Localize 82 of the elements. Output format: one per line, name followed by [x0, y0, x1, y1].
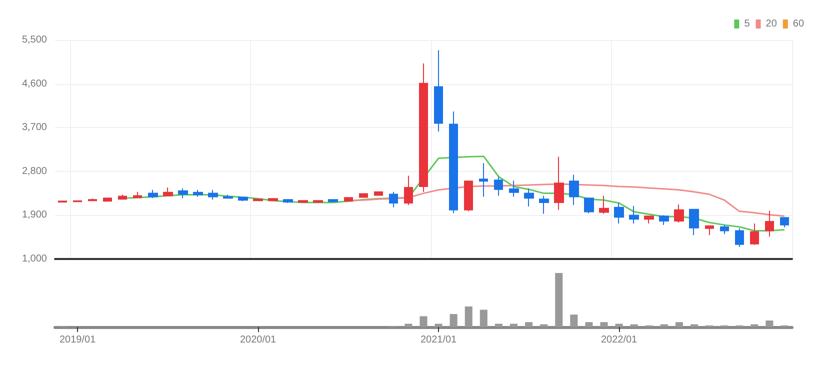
y-tick-label: 1,000: [22, 254, 48, 264]
candlestick: [58, 200, 67, 203]
candlestick: [313, 200, 323, 204]
candlestick: [253, 198, 263, 202]
bar: [660, 324, 668, 327]
bar: [555, 273, 563, 327]
candlestick: [479, 162, 488, 198]
candlestick: [644, 215, 654, 224]
x-tick-label: 2020/01: [240, 334, 277, 346]
candlestick: [449, 111, 458, 214]
candlestick: [659, 214, 669, 226]
candlestick: [103, 197, 112, 202]
bar: [675, 322, 683, 327]
y-tick-label: 3,700: [22, 122, 48, 134]
candlestick: [208, 189, 218, 200]
candlestick: [344, 196, 353, 202]
candlestick: [674, 204, 684, 223]
candlestick: [599, 195, 609, 214]
candlestick: [750, 222, 759, 246]
y-tick-label: 4,600: [22, 78, 48, 90]
candlestick: [705, 224, 714, 236]
y-tick-label: 5,500: [22, 34, 48, 46]
x-tick-label: 2022/01: [600, 334, 638, 346]
bar: [570, 314, 578, 327]
candlestick: [283, 198, 293, 204]
bar: [766, 320, 774, 327]
candlestick: [148, 189, 158, 199]
x-tick-label: 2019/01: [59, 334, 96, 346]
candlestick: [88, 198, 97, 202]
bar: [630, 324, 638, 327]
bar: [494, 324, 502, 327]
candlestick: [298, 200, 308, 204]
candlestick: [614, 202, 624, 224]
candlestick: [133, 191, 142, 199]
candlestick: [328, 198, 338, 203]
candlestick: [178, 188, 188, 199]
candlestick: [554, 156, 564, 210]
candlestick: [689, 208, 699, 236]
candlestick: [118, 194, 127, 200]
candlestick: [780, 216, 789, 228]
candlestick: [720, 224, 729, 235]
bar: [510, 324, 518, 327]
bar: [525, 322, 533, 327]
candlestick: [389, 191, 398, 208]
candlestick: [539, 195, 549, 214]
legend-label: 20: [766, 18, 778, 30]
candlestick: [569, 174, 579, 206]
bar: [585, 322, 593, 327]
candlestick: [629, 205, 639, 224]
bar: [540, 324, 548, 327]
bar: [480, 310, 488, 327]
bar: [750, 324, 758, 327]
candlestick: [735, 228, 744, 248]
legend-label: 60: [792, 18, 804, 30]
candlestick: [163, 186, 173, 197]
bar: [464, 306, 472, 327]
bar: [450, 314, 458, 327]
candlestick: [584, 197, 594, 214]
bar: [434, 324, 442, 327]
bar: [600, 322, 608, 327]
candlestick: [494, 176, 503, 196]
candlestick: [268, 198, 278, 202]
candlestick: [509, 180, 519, 198]
legend-label: 5: [744, 18, 750, 30]
x-tick-label: 2021/01: [420, 334, 458, 346]
bar: [420, 316, 428, 327]
y-tick-label: 1,900: [22, 210, 48, 221]
candlestick: [434, 50, 443, 132]
y-tick-label: 2,800: [22, 166, 48, 177]
bar: [404, 324, 412, 327]
candlestick: [404, 175, 413, 206]
candlestick: [223, 194, 233, 200]
candlestick: [524, 188, 534, 207]
bar: [690, 324, 698, 327]
candlestick: [374, 190, 383, 196]
candlestick: [359, 192, 368, 198]
candlestick: [765, 210, 774, 238]
candlestick: [419, 62, 428, 192]
candlestick: [193, 189, 203, 198]
candlestick: [238, 196, 248, 202]
bar: [615, 324, 623, 327]
candlestick: [464, 180, 473, 212]
